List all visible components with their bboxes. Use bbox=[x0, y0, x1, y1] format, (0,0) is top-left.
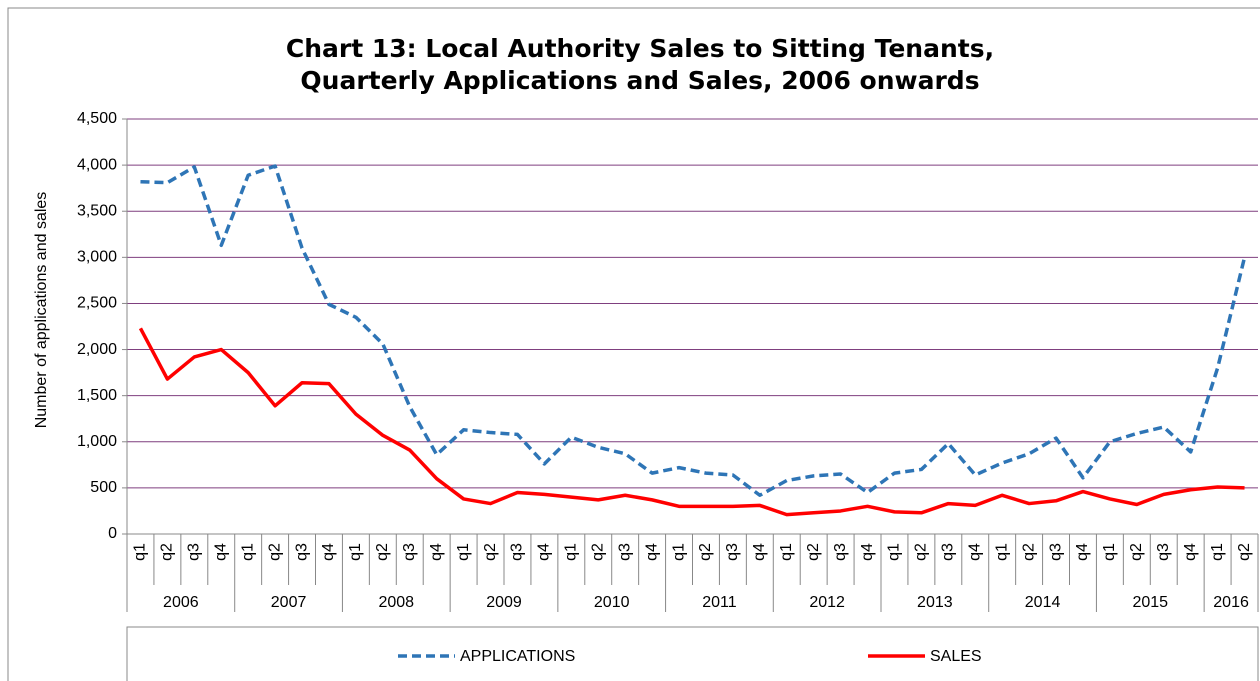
year-label: 2016 bbox=[1213, 594, 1249, 611]
x-tick-label: q2 bbox=[159, 543, 176, 561]
chart-border bbox=[7, 7, 1260, 681]
x-tick-label: q3 bbox=[832, 543, 849, 561]
x-tick-label: q3 bbox=[509, 543, 526, 561]
y-tick-label: 0 bbox=[108, 525, 117, 542]
x-tick-label: q3 bbox=[293, 543, 310, 561]
legend-label: APPLICATIONS bbox=[460, 648, 575, 665]
x-tick-label: q1 bbox=[239, 543, 256, 561]
x-tick-label: q2 bbox=[266, 543, 283, 561]
x-tick-label: q1 bbox=[886, 543, 903, 561]
year-label: 2014 bbox=[1025, 594, 1061, 611]
x-tick-label: q4 bbox=[1074, 543, 1091, 561]
x-tick-label: q4 bbox=[428, 543, 445, 561]
y-tick-label: 1,000 bbox=[77, 433, 117, 450]
x-tick-label: q1 bbox=[778, 543, 795, 561]
x-tick-label: q3 bbox=[616, 543, 633, 561]
x-tick-label: q4 bbox=[536, 543, 553, 561]
x-tick-label: q2 bbox=[374, 543, 391, 561]
x-tick-label: q2 bbox=[589, 543, 606, 561]
y-tick-label: 4,000 bbox=[77, 156, 117, 173]
year-label: 2008 bbox=[378, 594, 414, 611]
x-tick-label: q3 bbox=[1047, 543, 1064, 561]
data-line bbox=[140, 164, 1247, 498]
x-tick-label: q2 bbox=[913, 543, 930, 561]
x-tick-label: q3 bbox=[724, 543, 741, 561]
y-axis-label: Number of applications and sales bbox=[33, 192, 50, 429]
year-label: 2015 bbox=[1132, 594, 1168, 611]
data-line bbox=[138, 327, 1245, 517]
y-tick-label: 3,000 bbox=[77, 249, 117, 266]
y-tick-label: 4,500 bbox=[77, 110, 117, 127]
x-tick-label: q1 bbox=[993, 543, 1010, 561]
x-tick-label: q1 bbox=[132, 543, 149, 561]
x-tick-label: q2 bbox=[1236, 543, 1253, 561]
x-tick-label: q2 bbox=[482, 543, 499, 561]
y-tick-label: 3,500 bbox=[77, 202, 117, 219]
x-tick-label: q3 bbox=[1155, 543, 1172, 561]
legend-label: SALES bbox=[930, 648, 982, 665]
year-label: 2009 bbox=[486, 594, 522, 611]
legend-box bbox=[126, 626, 1259, 681]
x-tick-label: q1 bbox=[563, 543, 580, 561]
year-label: 2013 bbox=[917, 594, 953, 611]
chart-title: Chart 13: Local Authority Sales to Sitti… bbox=[286, 34, 994, 63]
x-tick-label: q2 bbox=[805, 543, 822, 561]
x-tick-label: q1 bbox=[670, 543, 687, 561]
x-tick-label: q1 bbox=[1101, 543, 1118, 561]
x-tick-label: q4 bbox=[643, 543, 660, 561]
y-tick-label: 1,500 bbox=[77, 387, 117, 404]
chart-title: Quarterly Applications and Sales, 2006 o… bbox=[300, 66, 979, 95]
year-label: 2006 bbox=[163, 594, 199, 611]
year-label: 2010 bbox=[594, 594, 630, 611]
x-tick-label: q3 bbox=[401, 543, 418, 561]
year-label: 2012 bbox=[809, 594, 845, 611]
x-tick-label: q4 bbox=[212, 543, 229, 561]
x-tick-label: q3 bbox=[186, 543, 203, 561]
x-tick-label: q4 bbox=[1182, 543, 1199, 561]
x-tick-label: q2 bbox=[1020, 543, 1037, 561]
x-tick-label: q4 bbox=[320, 543, 337, 561]
year-label: 2007 bbox=[271, 594, 307, 611]
year-label: 2011 bbox=[702, 594, 737, 611]
x-tick-label: q1 bbox=[347, 543, 364, 561]
x-tick-label: q3 bbox=[940, 543, 957, 561]
x-tick-label: q2 bbox=[697, 543, 714, 561]
x-tick-label: q4 bbox=[859, 543, 876, 561]
x-tick-label: q4 bbox=[966, 543, 983, 561]
x-tick-label: q1 bbox=[455, 543, 472, 561]
x-tick-label: q4 bbox=[751, 543, 768, 561]
y-tick-label: 2,500 bbox=[77, 295, 117, 312]
y-tick-label: 2,000 bbox=[77, 341, 117, 358]
y-tick-label: 500 bbox=[90, 479, 117, 496]
x-tick-label: q2 bbox=[1128, 543, 1145, 561]
x-tick-label: q1 bbox=[1209, 543, 1226, 561]
